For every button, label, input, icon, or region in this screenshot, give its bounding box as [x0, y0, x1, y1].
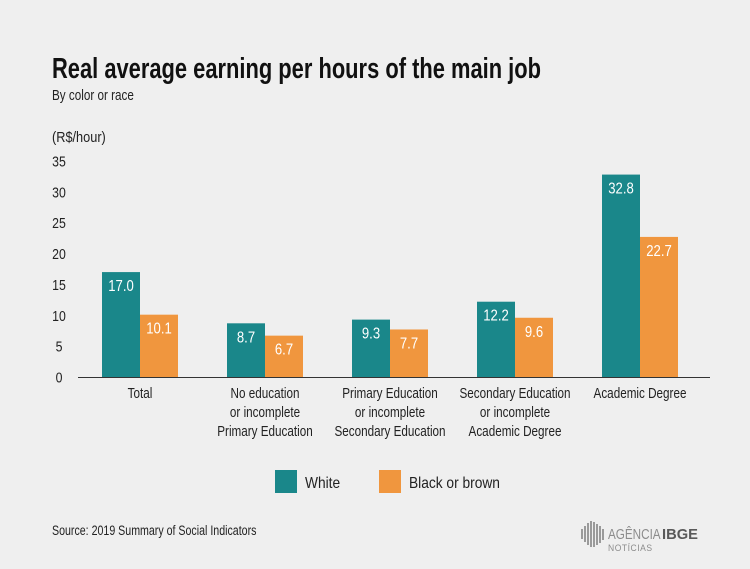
bar-white-secondary-education-or-incomplete-academic-degree — [477, 301, 515, 377]
x-axis: Total No education or incomplete Primary Ed… — [128, 385, 687, 440]
y-tick-label: 15 — [52, 277, 66, 293]
bars — [102, 174, 678, 377]
x-tick-label-total: Total — [128, 385, 153, 402]
source-note: Source: 2019 Summary of Social Indicator… — [52, 523, 256, 539]
value-label-white-primary-education-or-incomplete-secondary-education: 9.3 — [362, 325, 380, 342]
logo-icon-bar — [590, 521, 592, 547]
x-tick-label-secondary-education-or-incomplete-academic-degree: Secondary Education or incomplete Academic… — [459, 385, 570, 440]
y-tick-label: 5 — [56, 339, 63, 355]
bar-white-no-education-or-incomplete-primary-education — [227, 323, 265, 377]
value-label-black-or-brown-total: 10.1 — [146, 321, 172, 338]
ibge-logo-icon — [581, 521, 604, 547]
legend-item-black-or-brown: Black or brown — [379, 470, 500, 493]
value-label-black-or-brown-academic-degree: 22.7 — [646, 243, 672, 260]
bar-white-primary-education-or-incomplete-secondary-education — [352, 319, 390, 377]
value-label-white-secondary-education-or-incomplete-academic-degree: 12.2 — [483, 308, 509, 325]
y-tick-label: 25 — [52, 215, 66, 231]
y-tick-label: 0 — [56, 369, 63, 385]
bar-black-or-brown-academic-degree — [640, 236, 678, 377]
x-tick-label-academic-degree: Academic Degree — [594, 385, 687, 402]
legend: White Black or brown — [275, 470, 500, 493]
value-label-white-total: 17.0 — [108, 278, 134, 295]
bar-black-or-brown-no-education-or-incomplete-primary-education — [265, 335, 303, 377]
y-axis-unit-wrap: (R$/hour) — [52, 128, 106, 145]
legend-swatch-black-or-brown — [379, 470, 401, 493]
bar-black-or-brown-total — [140, 314, 178, 377]
bar-black-or-brown-secondary-education-or-incomplete-academic-degree — [515, 317, 553, 377]
value-label-black-or-brown-primary-education-or-incomplete-secondary-education: 7.7 — [400, 335, 418, 352]
value-label-black-or-brown-no-education-or-incomplete-primary-education: 6.7 — [275, 342, 293, 359]
source-wrap: Source: 2019 Summary of Social Indicator… — [52, 523, 256, 539]
x-tick-label-primary-education-or-incomplete-secondary-education: Primary Education or incomplete Secondary … — [334, 385, 445, 440]
logo-icon-bar — [596, 524, 598, 545]
logo-icon-bar — [581, 529, 583, 539]
legend-label-black-or-brown: Black or brown — [409, 474, 500, 492]
bar-white-academic-degree — [602, 174, 640, 377]
legend-swatch-white — [275, 470, 297, 493]
value-label-black-or-brown-secondary-education-or-incomplete-academic-degree: 9.6 — [525, 324, 543, 341]
legend-item-white: White — [275, 470, 340, 493]
logo-agencia-text: AGÊNCIA — [608, 526, 661, 543]
chart-title: Real average earning per hours of the ma… — [52, 53, 541, 85]
logo-icon-bar — [602, 529, 604, 540]
logo-icon-bar — [584, 526, 586, 542]
y-axis-unit-label: (R$/hour) — [52, 128, 106, 145]
legend-label-white: White — [305, 474, 340, 492]
value-labels: 17.0 8.7 9.3 12.2 32.8 10.1 6.7 7.7 9.6 22.7 — [108, 180, 672, 359]
chart-subtitle: By color or race — [52, 87, 134, 104]
value-label-white-no-education-or-incomplete-primary-education: 8.7 — [237, 329, 255, 346]
value-label-white-academic-degree: 32.8 — [608, 180, 634, 197]
x-tick-label-no-education-or-incomplete-primary-education: No education or incomplete Primary Educati… — [217, 385, 312, 440]
logo-ibge-text: IBGE — [662, 527, 698, 543]
y-tick-label: 20 — [52, 246, 66, 262]
y-tick-label: 35 — [52, 153, 66, 169]
logo-noticias-text: NOTÍCIAS — [608, 543, 653, 554]
bar-black-or-brown-primary-education-or-incomplete-secondary-education — [390, 329, 428, 377]
chart-subtitle-wrap: By color or race — [52, 87, 134, 104]
y-tick-label: 10 — [52, 308, 66, 324]
logo-icon-bar — [593, 522, 595, 547]
bar-white-total — [102, 272, 140, 377]
logo-icon-bar — [599, 526, 601, 543]
y-tick-label: 30 — [52, 184, 66, 200]
logo-icon-bar — [587, 523, 589, 545]
chart-title-wrap: Real average earning per hours of the ma… — [52, 53, 541, 85]
y-axis: 0 5 10 15 20 25 30 35 — [52, 153, 66, 385]
agencia-ibge-logo: AGÊNCIA IBGE NOTÍCIAS — [581, 521, 698, 553]
